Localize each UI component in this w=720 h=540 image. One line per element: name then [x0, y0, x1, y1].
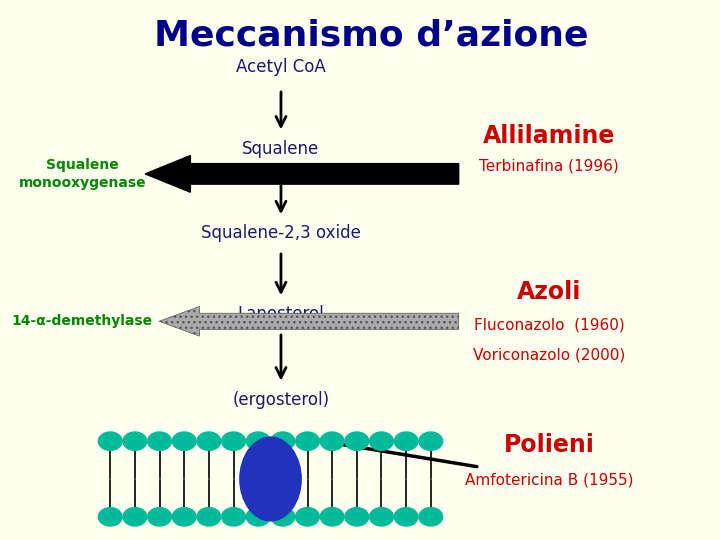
Text: 14-α-demethylase: 14-α-demethylase: [12, 314, 153, 328]
Circle shape: [271, 432, 294, 450]
Circle shape: [222, 432, 246, 450]
Text: Meccanismo d’azione: Meccanismo d’azione: [154, 19, 589, 53]
Text: Terbinafina (1996): Terbinafina (1996): [480, 158, 619, 173]
Circle shape: [246, 508, 270, 526]
Text: Voriconazolo (2000): Voriconazolo (2000): [473, 347, 626, 362]
Text: (ergosterol): (ergosterol): [233, 390, 330, 409]
Text: Polieni: Polieni: [504, 434, 595, 457]
Text: Squalene: Squalene: [243, 139, 320, 158]
Circle shape: [99, 432, 122, 450]
Ellipse shape: [240, 437, 301, 521]
FancyArrow shape: [145, 156, 459, 192]
Circle shape: [99, 508, 122, 526]
Circle shape: [197, 432, 221, 450]
Circle shape: [172, 508, 196, 526]
Text: Acetyl CoA: Acetyl CoA: [236, 58, 326, 77]
Circle shape: [296, 508, 320, 526]
Circle shape: [222, 508, 246, 526]
Text: Azoli: Azoli: [517, 280, 582, 303]
Text: Amfotericina B (1955): Amfotericina B (1955): [465, 472, 634, 487]
Circle shape: [369, 432, 393, 450]
Circle shape: [419, 508, 443, 526]
Text: Squalene
monooxygenase: Squalene monooxygenase: [19, 158, 146, 190]
Circle shape: [172, 432, 196, 450]
Circle shape: [246, 432, 270, 450]
Circle shape: [345, 432, 369, 450]
Circle shape: [296, 432, 320, 450]
Text: Fluconazolo  (1960): Fluconazolo (1960): [474, 318, 625, 333]
Circle shape: [197, 508, 221, 526]
Circle shape: [395, 432, 418, 450]
Circle shape: [395, 508, 418, 526]
Circle shape: [320, 508, 344, 526]
Circle shape: [123, 508, 147, 526]
Circle shape: [320, 432, 344, 450]
Text: Allilamine: Allilamine: [483, 124, 616, 148]
Circle shape: [345, 508, 369, 526]
Circle shape: [369, 508, 393, 526]
FancyArrow shape: [159, 306, 459, 336]
Text: Lanosterol: Lanosterol: [238, 305, 324, 323]
Circle shape: [148, 432, 171, 450]
Text: Squalene-2,3 oxide: Squalene-2,3 oxide: [201, 224, 361, 242]
Circle shape: [123, 432, 147, 450]
Circle shape: [419, 432, 443, 450]
Circle shape: [271, 508, 294, 526]
Circle shape: [148, 508, 171, 526]
